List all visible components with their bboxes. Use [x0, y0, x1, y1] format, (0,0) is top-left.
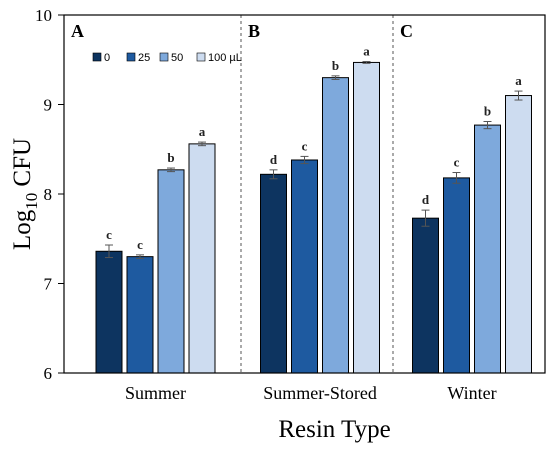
panel-letter-b: B — [248, 21, 260, 41]
legend-swatch — [126, 52, 136, 62]
y-axis-label-base: Log — [9, 209, 36, 250]
bar — [126, 256, 154, 374]
legend: 0 25 50 100 µL — [92, 52, 242, 64]
bar — [95, 250, 123, 374]
bar — [322, 77, 349, 374]
category-label: Summer-Stored — [263, 383, 377, 403]
y-tick-label: 6 — [44, 364, 53, 383]
significance-letter: c — [137, 237, 143, 252]
significance-letter: a — [515, 73, 522, 88]
y-tick-label: 8 — [44, 185, 53, 204]
y-tick-label: 10 — [35, 6, 52, 25]
significance-letter: b — [484, 104, 491, 119]
significance-letter: c — [302, 138, 308, 153]
panel-letter-c: C — [400, 21, 413, 41]
significance-letter: d — [270, 152, 278, 167]
bar-marks — [95, 61, 532, 374]
panel-letter-a: A — [71, 21, 84, 41]
legend-swatch — [196, 52, 206, 62]
significance-letter: b — [332, 58, 339, 73]
y-tick-label: 7 — [44, 275, 53, 294]
legend-swatch — [159, 52, 169, 62]
category-label: Winter — [447, 383, 496, 403]
bar — [353, 61, 380, 374]
y-axis-label-subscript: 10 — [22, 193, 41, 210]
axes — [58, 14, 546, 374]
category-label: Summer — [125, 383, 186, 403]
significance-letter: c — [454, 155, 460, 170]
significance-letter: c — [106, 227, 112, 242]
significance-letter: d — [422, 192, 430, 207]
bar — [291, 159, 318, 374]
bar — [474, 124, 501, 374]
significance-letter: b — [167, 150, 174, 165]
significance-letter: a — [363, 44, 370, 59]
bar — [260, 173, 287, 374]
y-axis-label: Log10 CFU — [9, 138, 41, 250]
legend-label: 0 — [104, 52, 110, 64]
significance-letter: a — [199, 124, 206, 139]
bar — [188, 143, 216, 374]
bar — [412, 217, 439, 374]
legend-label: 100 µL — [208, 52, 242, 64]
y-tick-label: 9 — [44, 96, 53, 115]
bar — [505, 95, 532, 374]
legend-label: 25 — [138, 52, 150, 64]
y-axis-label-rest: CFU — [9, 138, 36, 193]
bar — [157, 169, 185, 374]
x-axis-label: Resin Type — [278, 416, 390, 443]
legend-swatch — [92, 52, 102, 62]
bar — [443, 177, 470, 374]
legend-label: 50 — [171, 52, 183, 64]
